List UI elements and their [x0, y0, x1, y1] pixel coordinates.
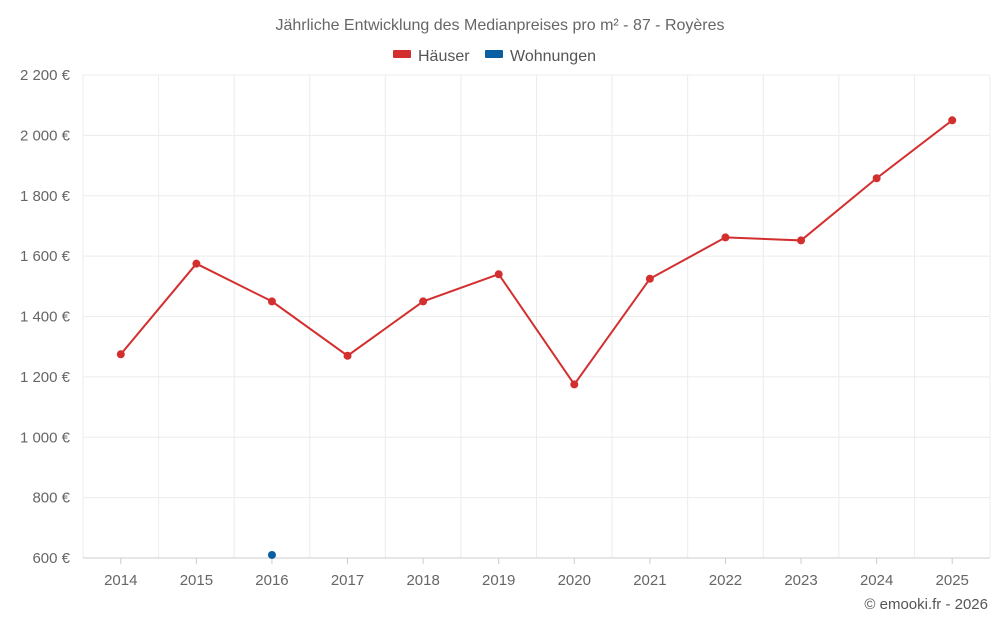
- x-tick-label: 2021: [633, 572, 666, 589]
- data-point-wohnungen[interactable]: [267, 550, 276, 559]
- y-axis: 600 € 800 € 1 000 € 1 200 € 1 400 € 1 600 € 1 …: [20, 67, 71, 567]
- data-point-haeuser[interactable]: [721, 233, 730, 242]
- x-tick-label: 2020: [558, 572, 591, 589]
- x-tick-label: 2015: [180, 572, 213, 589]
- y-tick-label: 600 €: [32, 550, 70, 567]
- x-tick-label: 2024: [860, 572, 893, 589]
- y-tick-label: 1 400 €: [20, 309, 71, 326]
- legend-label-wohnungen: Wohnungen: [510, 48, 596, 65]
- y-tick-label: 1 200 €: [20, 369, 71, 386]
- x-tick-label: 2014: [104, 572, 137, 589]
- x-tick-label: 2018: [406, 572, 439, 589]
- legend: Häuser Wohnungen: [393, 48, 596, 65]
- x-axis: 2014 2015 2016 2017 2018 2019 2020 2021 2022 2023…: [83, 557, 990, 589]
- x-tick-label: 2016: [255, 572, 288, 589]
- series-line-haeuser: [120, 119, 953, 387]
- plot-area: [116, 116, 957, 559]
- y-tick-label: 2 000 €: [20, 127, 71, 144]
- legend-label-haeuser: Häuser: [418, 48, 470, 65]
- legend-item-haeuser[interactable]: Häuser: [393, 48, 470, 65]
- data-point-haeuser[interactable]: [570, 380, 579, 389]
- legend-swatch-wohnungen: [485, 50, 503, 58]
- data-point-haeuser[interactable]: [192, 259, 201, 268]
- data-point-haeuser[interactable]: [116, 350, 125, 359]
- data-point-haeuser[interactable]: [948, 116, 957, 125]
- x-tick-label: 2022: [709, 572, 742, 589]
- y-tick-label: 1 000 €: [20, 429, 71, 446]
- x-tick-label: 2019: [482, 572, 515, 589]
- data-point-haeuser[interactable]: [267, 297, 276, 306]
- legend-item-wohnungen[interactable]: Wohnungen: [485, 48, 596, 65]
- x-tick-label: 2023: [784, 572, 817, 589]
- data-point-haeuser[interactable]: [872, 174, 881, 183]
- data-point-haeuser[interactable]: [645, 274, 654, 283]
- data-point-haeuser[interactable]: [494, 270, 503, 279]
- gridlines: [82, 74, 991, 558]
- data-point-haeuser[interactable]: [343, 351, 352, 360]
- y-tick-label: 2 200 €: [20, 67, 71, 84]
- data-point-haeuser[interactable]: [797, 236, 806, 245]
- x-tick-label: 2017: [331, 572, 364, 589]
- y-tick-label: 1 800 €: [20, 188, 71, 205]
- data-point-haeuser[interactable]: [419, 297, 428, 306]
- x-tick-label: 2025: [936, 572, 969, 589]
- credit-text: © emooki.fr - 2026: [864, 596, 988, 613]
- y-tick-label: 800 €: [32, 490, 70, 507]
- y-tick-label: 1 600 €: [20, 248, 71, 265]
- legend-swatch-haeuser: [393, 50, 411, 58]
- chart-title: Jährliche Entwicklung des Medianpreises …: [275, 17, 724, 34]
